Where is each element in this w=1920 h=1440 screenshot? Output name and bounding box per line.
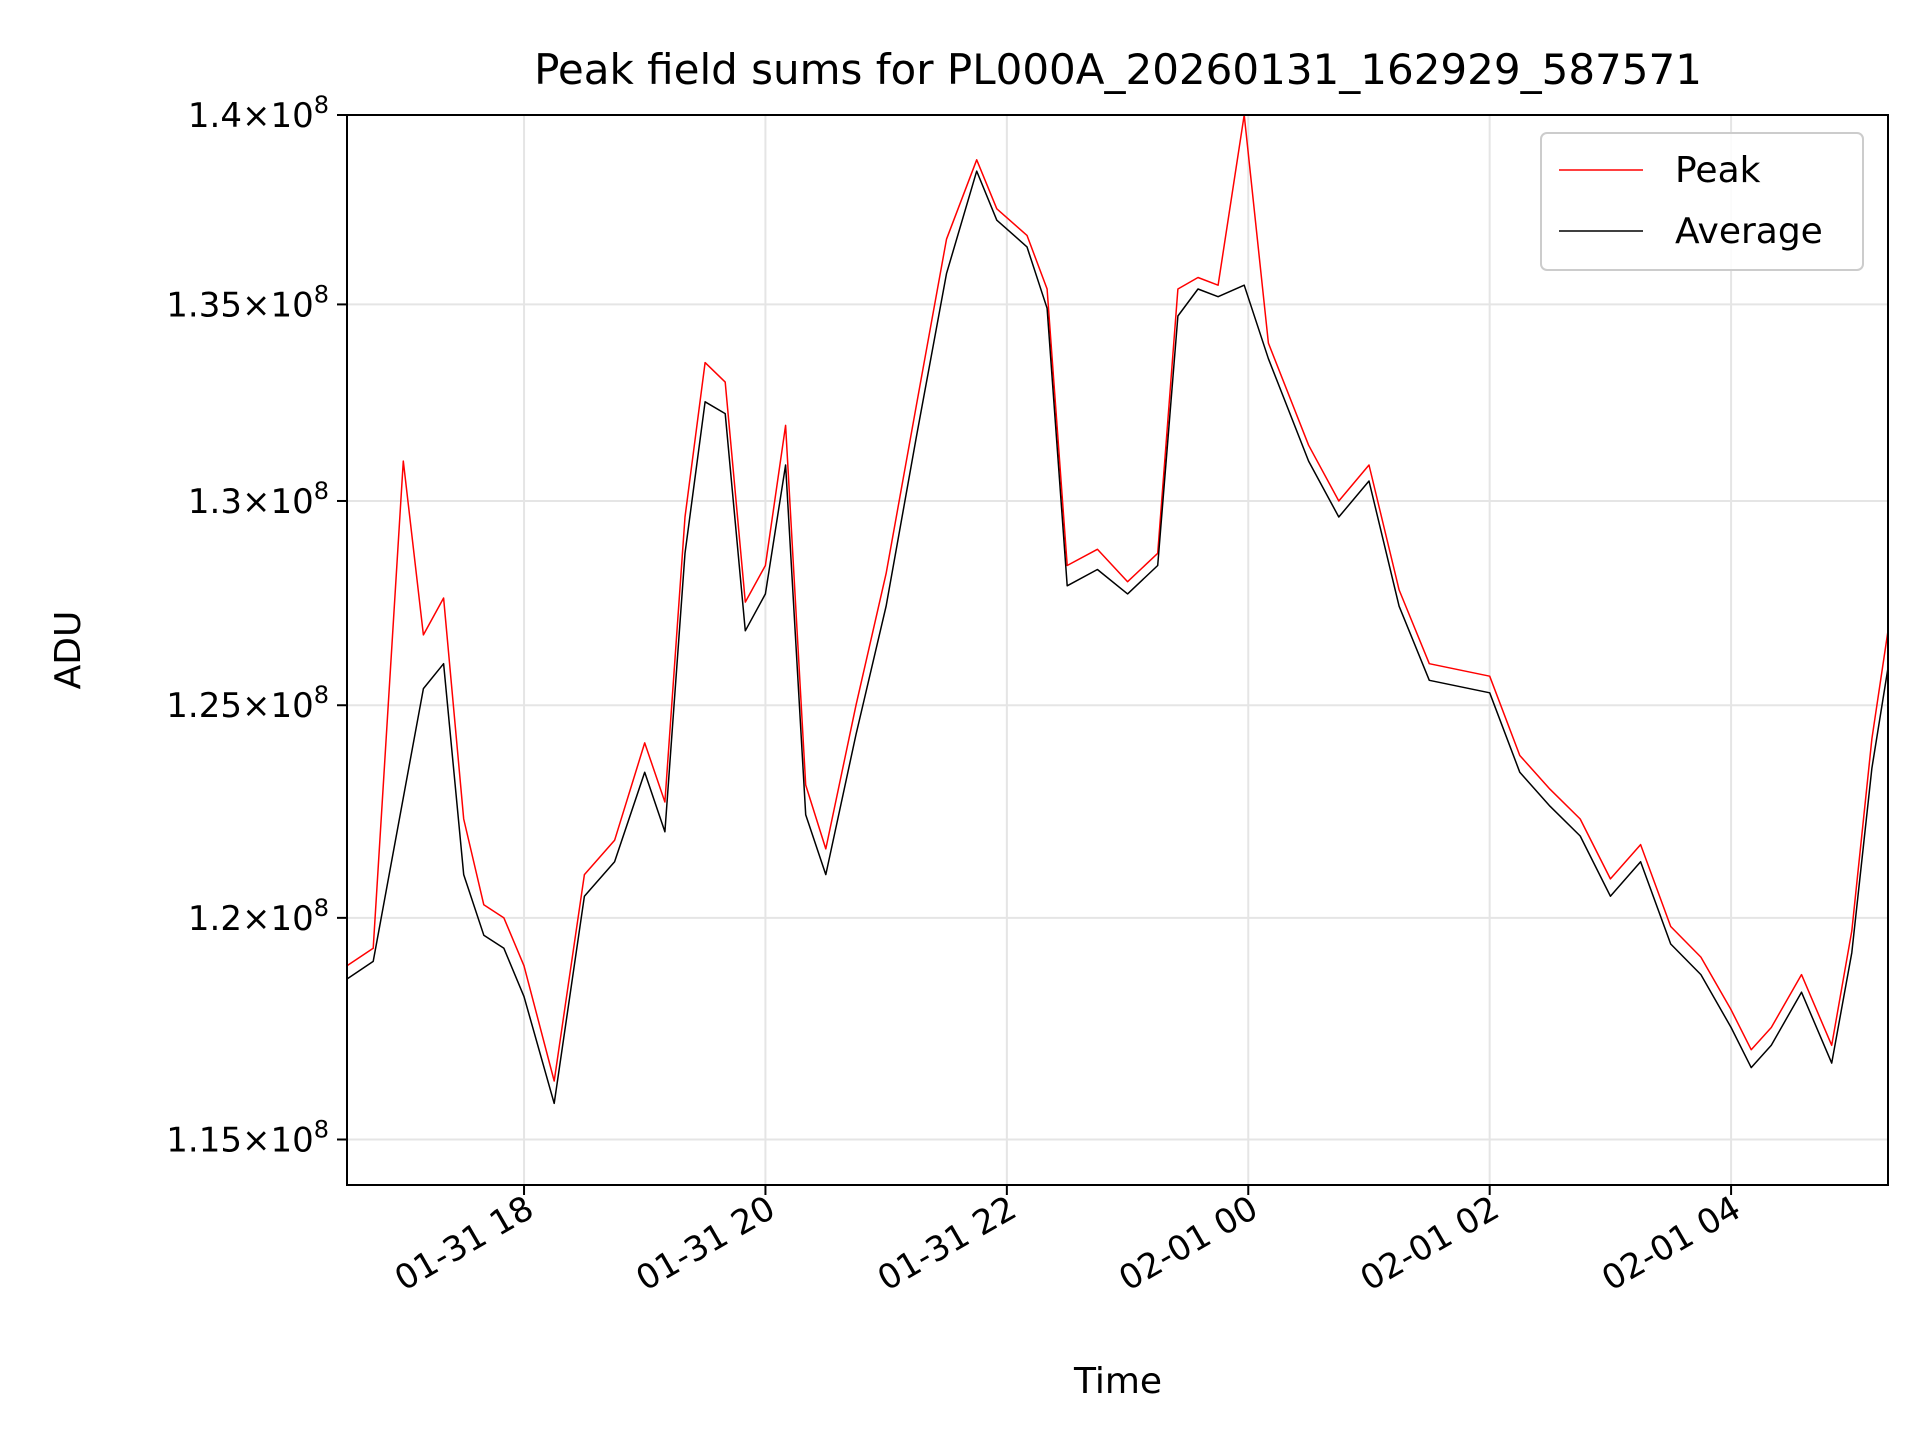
y-tick-label: 1.25×108: [166, 681, 329, 726]
y-tick-exponent: 8: [314, 280, 329, 308]
legend-label-average: Average: [1675, 211, 1823, 252]
y-tick-mantissa: 1.4: [188, 96, 242, 136]
series-line-peak: [346, 114, 1889, 1082]
y-tick-mantissa: 1.15: [166, 1121, 242, 1161]
y-tick-exponent: 8: [314, 91, 329, 119]
legend: Peak Average: [1540, 132, 1864, 271]
y-tick-times: ×10: [242, 482, 314, 522]
series-line-average: [346, 170, 1889, 1105]
y-tick-times: ×10: [242, 686, 314, 726]
y-tick-exponent: 8: [314, 894, 329, 922]
y-tick-mantissa: 1.35: [166, 285, 242, 325]
grid-lines: [347, 114, 1888, 1185]
y-axis-label: ADU: [48, 611, 89, 690]
x-axis-label: Time: [1073, 1361, 1162, 1402]
y-tick-label: 1.15×108: [166, 1116, 329, 1161]
y-tick-label: 1.35×108: [166, 280, 329, 325]
y-tick-times: ×10: [242, 1121, 314, 1161]
y-tick-mantissa: 1.2: [188, 899, 242, 939]
plot-frame: [346, 114, 1889, 1186]
y-tick-mantissa: 1.3: [188, 482, 242, 522]
y-tick-label: 1.3×108: [188, 477, 329, 522]
y-tick-exponent: 8: [314, 1116, 329, 1144]
legend-box: [1540, 132, 1864, 271]
legend-label-peak: Peak: [1675, 150, 1761, 191]
y-tick-times: ×10: [242, 96, 314, 136]
y-tick-times: ×10: [242, 899, 314, 939]
chart-title: Peak field sums for PL000A_20260131_1629…: [534, 45, 1702, 94]
y-tick-times: ×10: [242, 285, 314, 325]
y-axis-ticks: 1.15×1081.2×1081.25×1081.3×1081.35×1081.…: [166, 91, 347, 1161]
y-tick-exponent: 8: [314, 681, 329, 709]
series-lines: [346, 114, 1889, 1105]
y-tick-mantissa: 1.25: [166, 686, 242, 726]
y-tick-exponent: 8: [314, 477, 329, 505]
y-tick-label: 1.2×108: [188, 894, 329, 939]
y-tick-label: 1.4×108: [188, 91, 329, 136]
